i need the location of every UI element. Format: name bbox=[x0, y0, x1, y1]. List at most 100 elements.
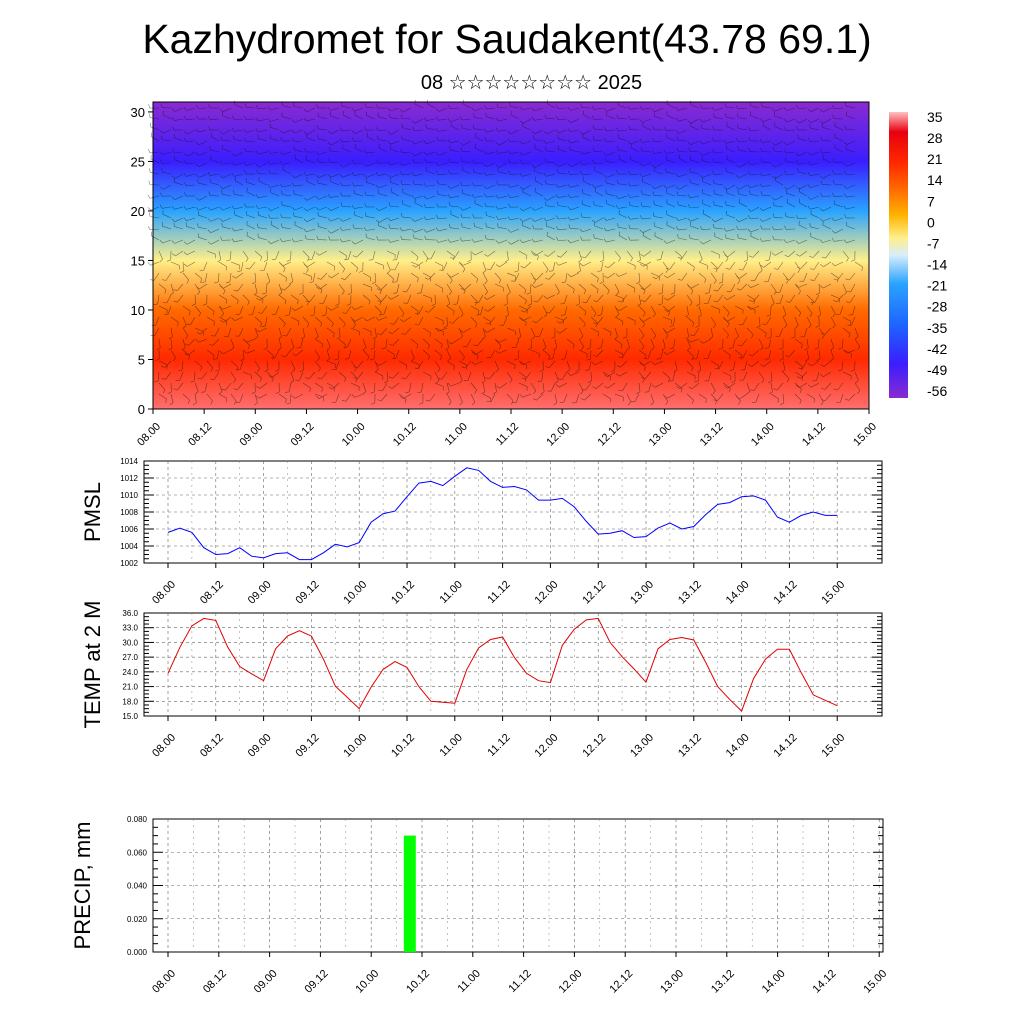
y-tick-label: 18.0 bbox=[122, 697, 138, 706]
x-tick-label: 13.00 bbox=[647, 421, 675, 449]
x-tick-label: 08.12 bbox=[198, 579, 226, 607]
colorbar-label: 35 bbox=[927, 109, 943, 125]
y-axis-label: PRECIP, mm bbox=[70, 822, 95, 950]
x-tick-label: 12.00 bbox=[557, 968, 585, 996]
y-tick-label: 1002 bbox=[120, 559, 138, 568]
x-tick-label: 11.00 bbox=[438, 732, 465, 759]
x-tick-label: 11.12 bbox=[494, 421, 521, 448]
y-tick-label: 25 bbox=[131, 154, 145, 169]
y-tick-label: 10 bbox=[131, 303, 145, 318]
x-tick-label: 13.00 bbox=[658, 968, 686, 996]
x-tick-label: 15.00 bbox=[819, 732, 847, 760]
x-tick-label: 10.12 bbox=[389, 579, 417, 607]
y-tick-label: 15.0 bbox=[122, 712, 138, 721]
x-tick-label: 08.12 bbox=[198, 732, 226, 760]
x-tick-label: 10.12 bbox=[389, 732, 417, 760]
x-tick-label: 12.12 bbox=[607, 968, 635, 996]
y-tick-label: 24.0 bbox=[122, 668, 138, 677]
x-tick-label: 09.12 bbox=[303, 968, 331, 996]
x-tick-label: 09.00 bbox=[246, 579, 274, 607]
x-tick-label: 12.00 bbox=[533, 579, 561, 607]
y-tick-label: 1014 bbox=[120, 457, 138, 466]
x-tick-label: 09.00 bbox=[246, 732, 274, 760]
y-tick-label: 30.0 bbox=[122, 638, 138, 647]
x-tick-label: 14.12 bbox=[800, 421, 828, 449]
cross-section-chart: 0 5 10 15 20 25 30 08.00 08.12 09.00 09.12 10.00 10.… bbox=[131, 99, 947, 449]
x-tick-label: 13.12 bbox=[676, 732, 704, 760]
y-tick-label: 0.040 bbox=[127, 882, 148, 891]
x-tick-label: 13.00 bbox=[628, 732, 656, 760]
x-tick-label: 12.00 bbox=[544, 421, 572, 449]
x-tick-label: 14.12 bbox=[811, 968, 839, 996]
y-tick-label: 30 bbox=[131, 105, 145, 120]
x-tick-label: 09.12 bbox=[294, 579, 322, 607]
y-tick-label: 0.020 bbox=[127, 915, 148, 924]
colorbar-label: -35 bbox=[927, 320, 947, 336]
colorbar-label: -7 bbox=[927, 235, 940, 251]
precip-chart: 08.00 08.12 09.00 09.12 10.00 10.12 11.00 11.12… bbox=[70, 815, 889, 996]
x-tick-label: 15.00 bbox=[819, 579, 847, 607]
colorbar-label: -42 bbox=[927, 341, 947, 357]
colorbar-label: -21 bbox=[927, 278, 947, 294]
x-tick-label: 14.00 bbox=[724, 579, 752, 607]
x-tick-label: 12.12 bbox=[595, 421, 623, 449]
y-tick-label: 27.0 bbox=[122, 653, 138, 662]
series-line bbox=[167, 467, 838, 561]
y-tick-label: 1012 bbox=[120, 474, 138, 483]
x-tick-label: 13.12 bbox=[698, 421, 726, 449]
x-tick-label: 11.00 bbox=[438, 579, 465, 606]
y-tick-label: 21.0 bbox=[122, 683, 138, 692]
y-tick-label: 33.0 bbox=[122, 624, 138, 633]
x-tick-label: 08.00 bbox=[150, 579, 178, 607]
x-tick-label: 11.12 bbox=[485, 579, 512, 606]
x-tick-label: 13.12 bbox=[676, 579, 704, 607]
x-tick-label: 15.00 bbox=[851, 421, 879, 449]
colorbar-label: -56 bbox=[927, 383, 947, 399]
colorbar-label: 28 bbox=[927, 130, 943, 146]
colorbar-label: 21 bbox=[927, 151, 943, 167]
y-tick-label: 0.080 bbox=[127, 815, 148, 824]
x-tick-label: 10.00 bbox=[353, 968, 381, 996]
x-tick-label: 12.00 bbox=[533, 732, 561, 760]
x-tick-label: 10.00 bbox=[341, 732, 369, 760]
y-tick-label: 15 bbox=[131, 253, 145, 268]
x-tick-label: 15.00 bbox=[861, 968, 889, 996]
colorbar-label: 14 bbox=[927, 172, 943, 188]
x-tick-label: 08.12 bbox=[186, 421, 214, 449]
y-tick-label: 0 bbox=[138, 402, 145, 417]
y-axis-label: PMSL bbox=[80, 482, 105, 542]
x-tick-label: 12.12 bbox=[580, 732, 608, 760]
x-tick-label: 09.00 bbox=[252, 968, 280, 996]
x-tick-label: 08.00 bbox=[150, 732, 178, 760]
y-tick-label: 0.060 bbox=[127, 848, 148, 857]
series-line bbox=[167, 617, 838, 712]
y-tick-label: 1008 bbox=[120, 508, 138, 517]
colorbar-label: -28 bbox=[927, 299, 947, 315]
x-tick-label: 10.12 bbox=[404, 968, 432, 996]
precip-bar bbox=[403, 835, 416, 952]
y-tick-label: 1010 bbox=[120, 491, 138, 500]
x-tick-label: 10.12 bbox=[391, 421, 419, 449]
y-tick-label: 20 bbox=[131, 204, 145, 219]
colorbar bbox=[889, 112, 908, 398]
y-axis-label: TEMP at 2 M bbox=[80, 601, 105, 729]
x-tick-label: 09.00 bbox=[237, 421, 265, 449]
x-tick-label: 11.00 bbox=[456, 968, 483, 995]
x-tick-label: 11.12 bbox=[506, 968, 533, 995]
x-tick-label: 09.12 bbox=[289, 421, 317, 449]
wind-barbs bbox=[147, 99, 863, 406]
colorbar-label: -49 bbox=[927, 362, 947, 378]
x-tick-label: 08.00 bbox=[135, 421, 163, 449]
x-tick-label: 10.00 bbox=[340, 421, 368, 449]
x-tick-label: 08.00 bbox=[150, 968, 178, 996]
x-tick-label: 13.12 bbox=[709, 968, 737, 996]
x-tick-label: 12.12 bbox=[580, 579, 608, 607]
y-tick-label: 1004 bbox=[120, 542, 138, 551]
plot-frame bbox=[143, 612, 883, 717]
x-tick-label: 11.12 bbox=[485, 732, 512, 759]
x-tick-label: 14.00 bbox=[760, 968, 788, 996]
x-tick-label: 14.12 bbox=[772, 732, 800, 760]
colorbar-label: 0 bbox=[927, 214, 935, 230]
x-tick-label: 11.00 bbox=[443, 421, 470, 448]
